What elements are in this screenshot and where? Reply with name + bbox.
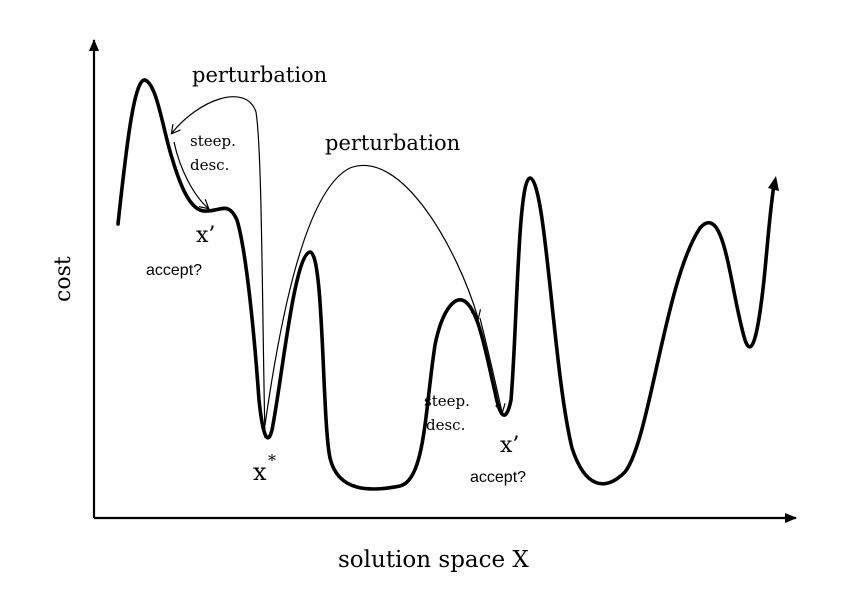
x-prime-label-1: x’ [196,223,215,248]
perturbation-label-1: perturbation [192,63,327,87]
x-star-label: x [253,458,267,486]
perturbation-arrow-1 [172,96,266,439]
accept-label-2: accept? [470,469,526,486]
x-prime-label-2: x’ [500,433,519,458]
curve-end-arrowhead [768,176,779,191]
steep-descent-arrow-2 [479,317,502,412]
steep-desc-label-1-line-2: desc. [190,156,229,174]
cost-landscape-curve [116,78,776,491]
y-axis-label: cost [51,256,76,302]
x-axis-label: solution space X [338,547,529,573]
steep-desc-label-2-line-2: desc. [426,416,465,434]
perturbation-arrow-2 [264,165,478,426]
x-star-superscript: * [268,451,276,470]
steep-descent-arrow-1 [173,141,208,208]
steep-desc-label-2-line-1: steep. [424,392,470,410]
accept-label-1: accept? [146,262,202,279]
steep-desc-label-1-line-1: steep. [190,132,236,150]
perturbation-label-2: perturbation [325,131,460,155]
